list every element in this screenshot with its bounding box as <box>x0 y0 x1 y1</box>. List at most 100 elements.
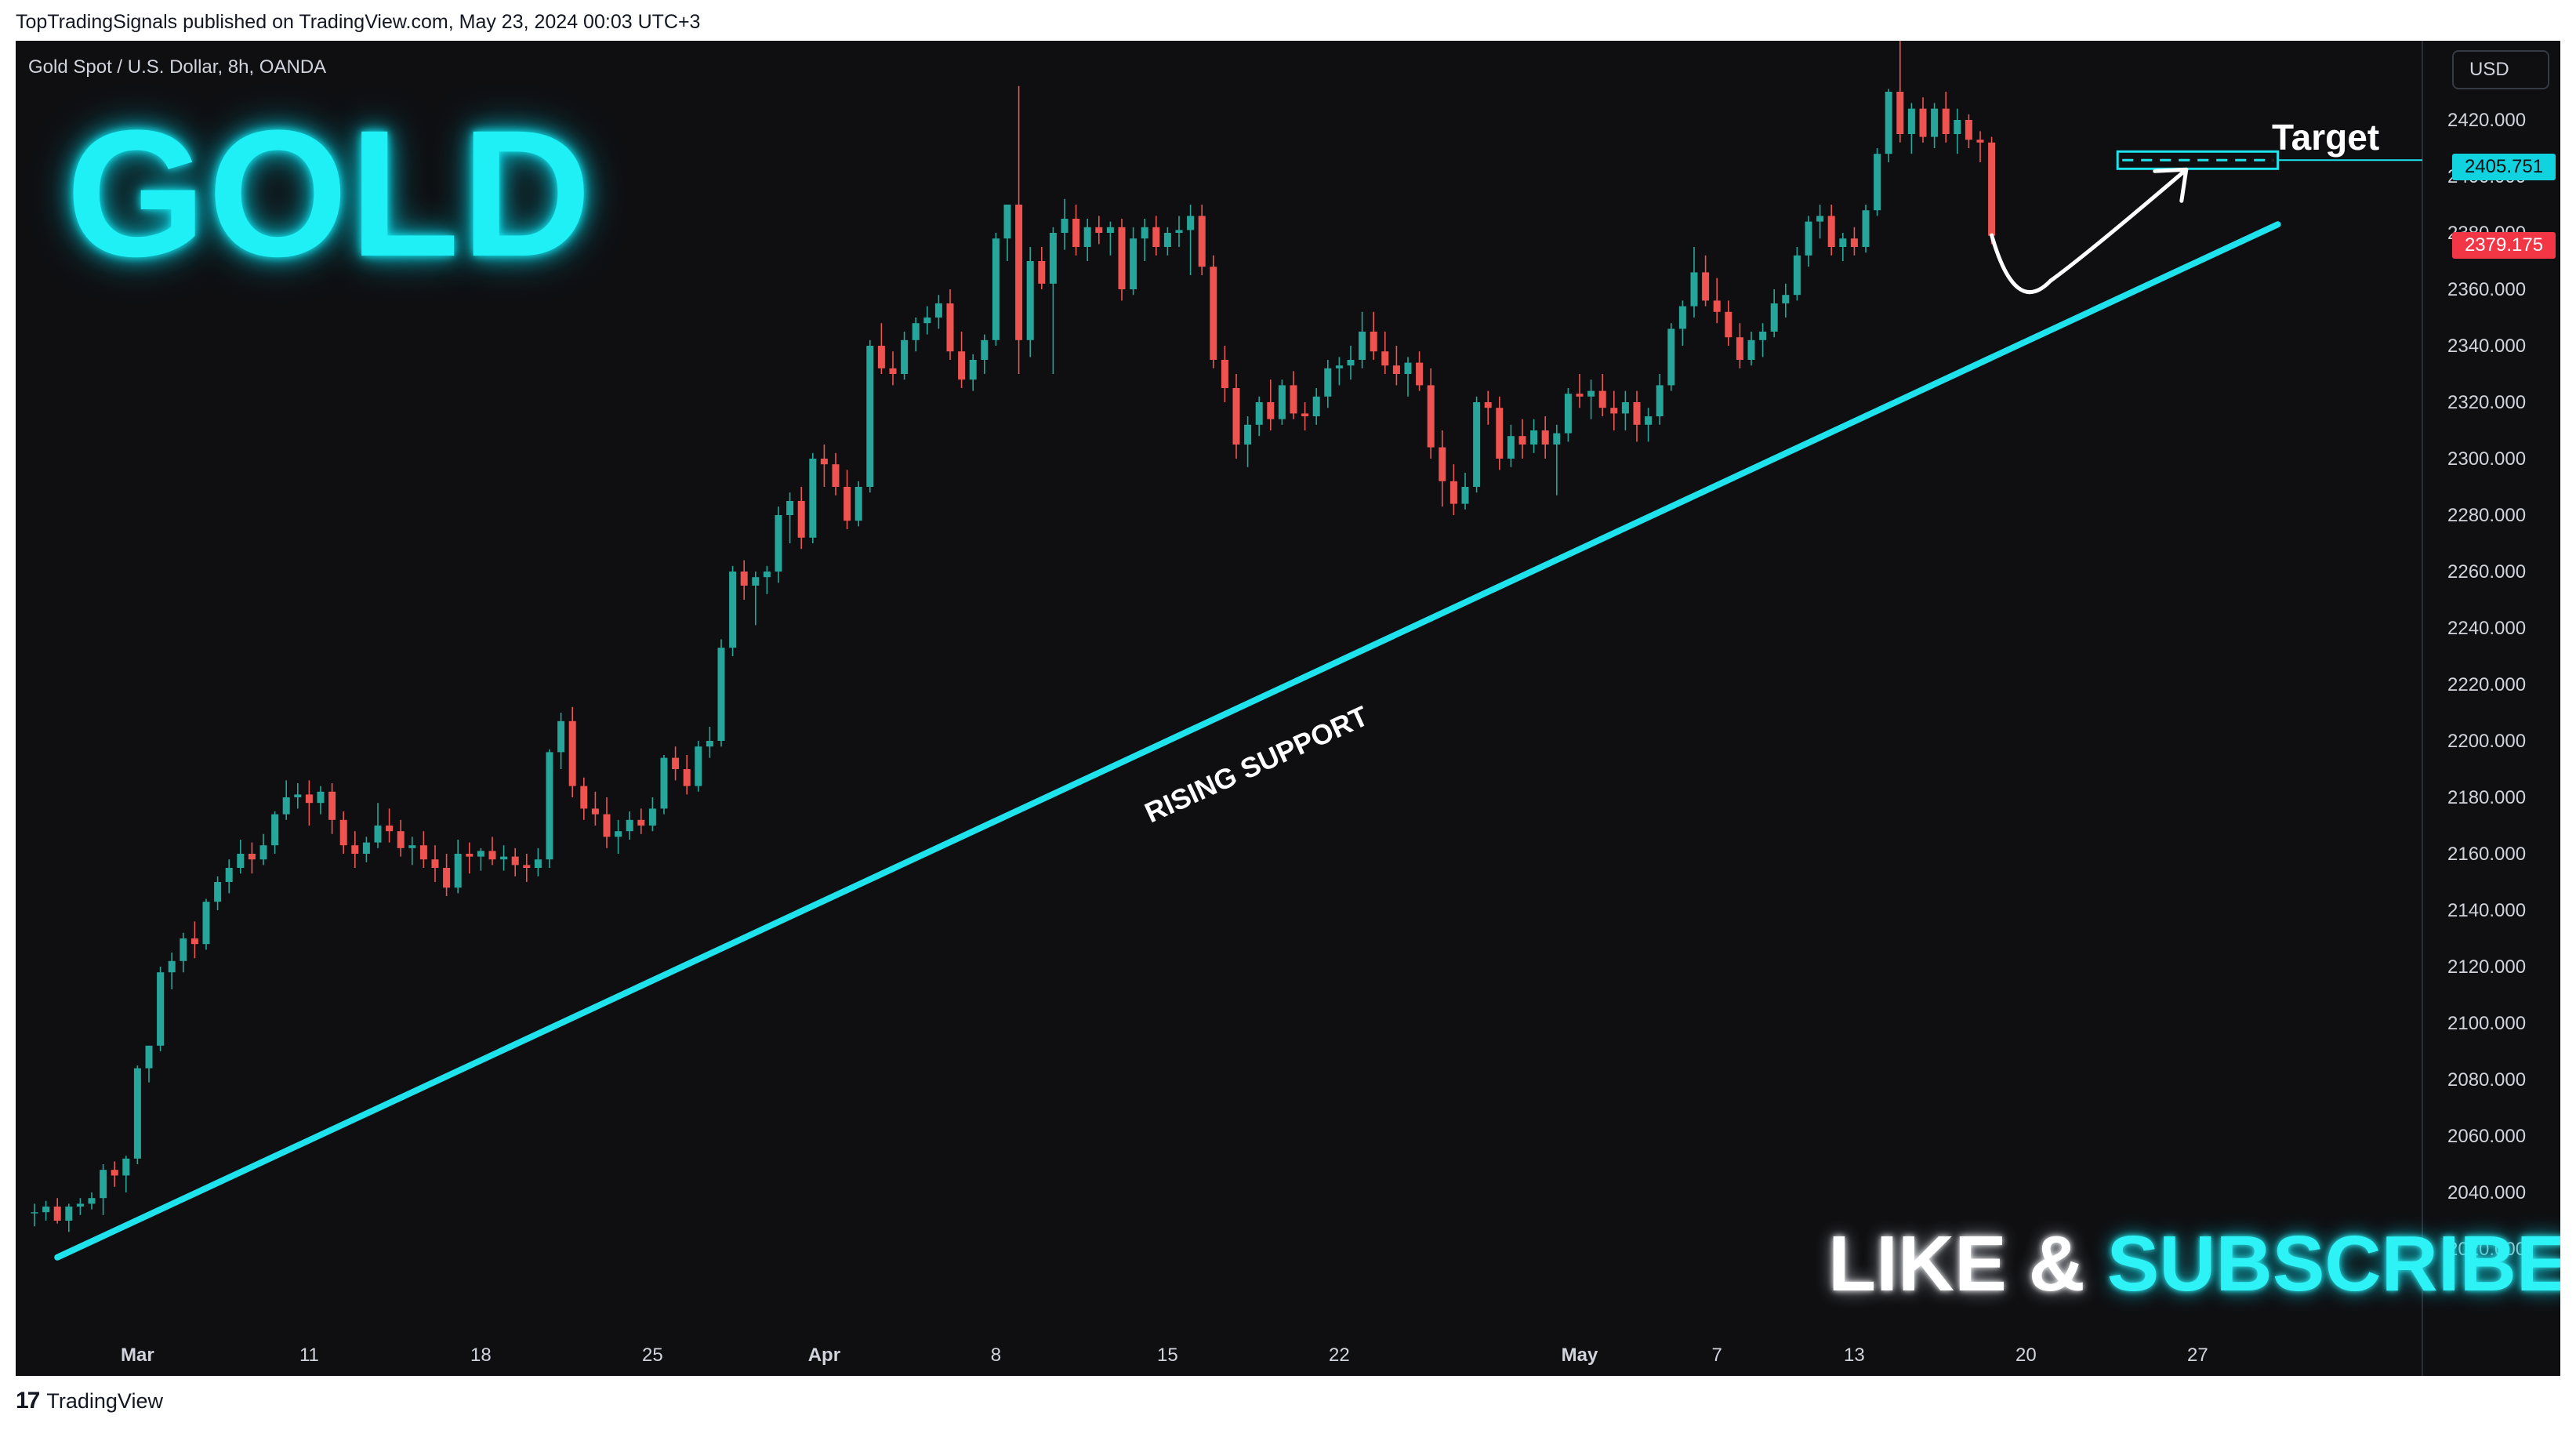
candle-body <box>76 1203 84 1207</box>
candle-body <box>1759 332 1767 340</box>
candle-body <box>1530 430 1538 445</box>
candle-body <box>500 856 508 860</box>
price-tick-label: 2300.000 <box>2447 448 2526 470</box>
candle-body <box>111 1170 118 1176</box>
candle-body <box>1473 402 1481 487</box>
candles-layer <box>31 41 1996 1232</box>
candle-body <box>294 794 302 797</box>
time-tick-label: 20 <box>2015 1345 2037 1366</box>
candle-body <box>1907 108 1915 134</box>
candle-body <box>65 1207 73 1221</box>
candle-body <box>523 865 531 868</box>
candle-body <box>1049 233 1057 284</box>
price-tick-label: 2340.000 <box>2447 336 2526 357</box>
candle-body <box>1163 233 1171 247</box>
candle-body <box>877 346 885 368</box>
candle-body <box>923 318 931 324</box>
candle-body <box>1416 362 1424 386</box>
candle-body <box>1290 385 1297 414</box>
candle-body <box>271 814 279 846</box>
candle-body <box>42 1207 50 1213</box>
candle-body <box>706 741 713 747</box>
candle-body <box>1427 385 1435 448</box>
candle-body <box>53 1207 61 1221</box>
candle-body <box>1370 332 1377 352</box>
candle-body <box>1736 337 1743 360</box>
candle-body <box>786 501 794 515</box>
tradingview-brand[interactable]: TradingView <box>46 1388 163 1413</box>
price-tick-label: 2260.000 <box>2447 561 2526 583</box>
candle-body <box>775 515 782 572</box>
candle-body <box>1449 481 1457 504</box>
candle-body <box>88 1198 96 1204</box>
candle-body <box>1702 272 1710 301</box>
candle-body <box>248 854 256 860</box>
candle-body <box>1130 238 1137 289</box>
candle-body <box>31 1212 38 1214</box>
candle-body <box>1610 408 1618 414</box>
tradingview-logo-icon[interactable]: 17 <box>16 1388 40 1414</box>
candle-body <box>1690 272 1698 307</box>
price-tick-label: 2100.000 <box>2447 1013 2526 1034</box>
candle-body <box>1827 216 1835 247</box>
candle-body <box>568 720 576 786</box>
overlays-layer <box>54 150 2422 1261</box>
candle-body <box>912 323 920 340</box>
candle-body <box>580 786 588 809</box>
time-tick-label: May <box>1562 1345 1598 1366</box>
candle-body <box>180 938 187 961</box>
candle-body <box>1782 295 1790 303</box>
candle-body <box>832 464 840 487</box>
time-tick-label: 18 <box>470 1345 492 1366</box>
candle-body <box>844 487 851 521</box>
candle-body <box>546 752 553 860</box>
candle-body <box>1919 108 1927 137</box>
gold-title-overlay: GOLD <box>66 93 593 294</box>
target-price-tag: 2405.751 <box>2452 154 2556 180</box>
time-tick-label: 27 <box>2187 1345 2208 1366</box>
candle-body <box>1152 227 1160 247</box>
candle-body <box>1359 332 1366 360</box>
currency-button[interactable]: USD <box>2452 50 2549 89</box>
candle-body <box>214 882 222 902</box>
candle-body <box>1484 402 1492 408</box>
candle-body <box>237 854 245 868</box>
candle-body <box>1232 388 1240 445</box>
candle-body <box>466 854 473 857</box>
candle-body <box>695 746 702 786</box>
candle-body <box>225 868 233 882</box>
candlestick-chart[interactable]: 2020.000 2040.000 2060.000 2080.000 2100.000… <box>16 41 2560 1376</box>
candle-body <box>145 1045 153 1069</box>
candle-body <box>1267 402 1275 419</box>
price-tick-label: 2360.000 <box>2447 279 2526 300</box>
candle-body <box>1816 216 1824 222</box>
candle-body <box>660 757 668 809</box>
candle-body <box>1072 219 1080 247</box>
candle-body <box>534 859 542 868</box>
price-tick-label: 2220.000 <box>2447 674 2526 695</box>
symbol-description[interactable]: Gold Spot / U.S. Dollar, 8h, OANDA <box>28 56 327 78</box>
candle-body <box>1335 365 1343 368</box>
candle-body <box>1496 408 1504 459</box>
candle-body <box>763 572 771 578</box>
time-tick-label: Mar <box>121 1345 154 1366</box>
candle-body <box>752 577 760 586</box>
candle-body <box>1210 267 1217 360</box>
candle-body <box>1244 424 1252 445</box>
candle-body <box>1942 108 1950 134</box>
candle-body <box>1507 436 1515 459</box>
candle-body <box>969 360 977 380</box>
candle-body <box>1175 230 1183 233</box>
candle-body <box>397 831 405 848</box>
price-tick-label: 2040.000 <box>2447 1182 2526 1203</box>
candle-body <box>1965 120 1972 140</box>
candle-body <box>1038 261 1046 284</box>
candle-body <box>648 808 656 826</box>
candle-body <box>866 346 874 487</box>
chart-panel[interactable]: 2020.000 2040.000 2060.000 2080.000 2100.000… <box>16 41 2560 1376</box>
candle-body <box>190 938 198 945</box>
candle-body <box>100 1170 107 1199</box>
candle-body <box>339 819 347 846</box>
candle-body <box>1221 360 1228 388</box>
candle-body <box>431 859 439 868</box>
